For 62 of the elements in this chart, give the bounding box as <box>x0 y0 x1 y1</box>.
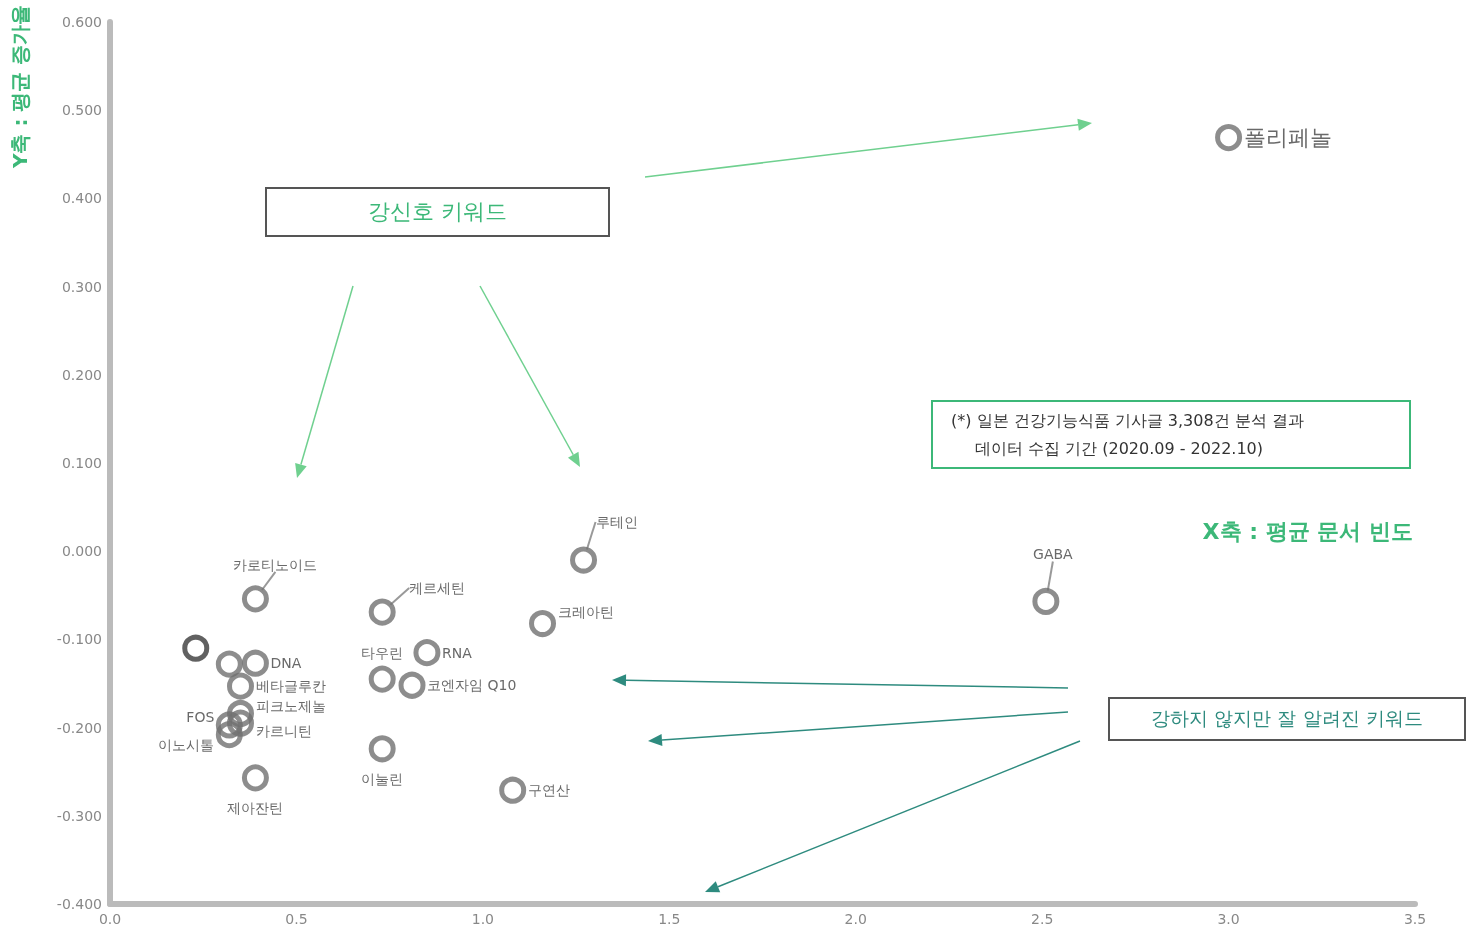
annotation: 카로티노이드 <box>233 556 318 573</box>
annotation: 베타글루칸 <box>255 678 326 695</box>
y-tick-label: 0.000 <box>61 543 102 560</box>
y-tick-label: -0.300 <box>56 807 102 824</box>
annotation: 이눌린 <box>361 770 404 787</box>
annotation: 강신호 키워드 <box>368 198 507 226</box>
annotation: 케르세틴 <box>409 580 466 597</box>
point <box>215 650 243 678</box>
x-axis-title: X축 : 평균 문서 빈도 <box>1202 518 1413 544</box>
x-tick-label: 1.0 <box>471 911 494 927</box>
x-tick-label: 0.5 <box>285 911 308 927</box>
annotation: 이노시톨 <box>158 736 215 753</box>
y-tick-label: 0.400 <box>61 190 102 207</box>
point <box>182 634 210 662</box>
annotation: RNA <box>441 644 473 661</box>
point <box>215 721 243 749</box>
point <box>227 699 254 727</box>
annotation: (*) 일본 건강기능식품 기사글 3,308건 분석 결과 데이터 수집 기간 (2020.09 - 2022.10) <box>951 409 1304 460</box>
x-tick-label: 2.0 <box>844 911 867 927</box>
point <box>227 672 254 700</box>
y-tick-label: -0.200 <box>56 719 102 736</box>
annotation: FOS <box>186 708 215 725</box>
x-tick-label: 1.5 <box>658 911 681 927</box>
y-axis-title: Y축 : 평균 증가율 <box>8 4 32 169</box>
annotation: 피크노제놀 <box>255 698 326 715</box>
y-tick-label: 0.200 <box>61 366 102 383</box>
point <box>227 709 254 737</box>
point <box>398 671 426 699</box>
x-tick-label: 0.0 <box>98 911 122 927</box>
y-tick-label: -0.100 <box>56 631 102 648</box>
point <box>241 649 269 677</box>
point <box>241 585 269 613</box>
annotation: 크레아틴 <box>557 603 614 620</box>
annotation: 코엔자임 Q10 <box>427 677 517 694</box>
point <box>529 610 557 638</box>
point <box>499 776 527 804</box>
x-tick-label: 3.5 <box>1403 911 1427 927</box>
x-tick-label: 3.0 <box>1217 911 1240 927</box>
point <box>368 735 396 763</box>
y-tick-label: 0.500 <box>61 102 102 119</box>
y-tick-label: -0.400 <box>56 896 102 912</box>
point <box>1032 587 1060 615</box>
annotation: GABA <box>1033 546 1074 563</box>
annotation: 제아잔틴 <box>227 799 284 816</box>
point <box>368 598 396 626</box>
annotation: 루테인 <box>595 514 638 531</box>
annotation: 구연산 <box>527 782 570 799</box>
y-tick-label: 0.300 <box>61 278 102 295</box>
point <box>368 665 396 693</box>
point <box>570 546 598 574</box>
y-tick-label: 0.600 <box>61 14 102 30</box>
point <box>215 711 243 739</box>
y-tick-label: 0.100 <box>61 455 102 471</box>
point <box>241 764 269 792</box>
point <box>413 639 441 667</box>
annotation: 강하지 않지만 잘 알려진 키워드 <box>1151 706 1423 731</box>
annotation: 타우린 <box>361 645 404 662</box>
annotation: 폴리페놀 <box>1243 125 1332 151</box>
annotation: 카르니틴 <box>255 723 312 740</box>
point <box>1215 124 1243 152</box>
x-tick-label: 2.5 <box>1031 911 1054 927</box>
annotation: DNA <box>270 655 302 672</box>
